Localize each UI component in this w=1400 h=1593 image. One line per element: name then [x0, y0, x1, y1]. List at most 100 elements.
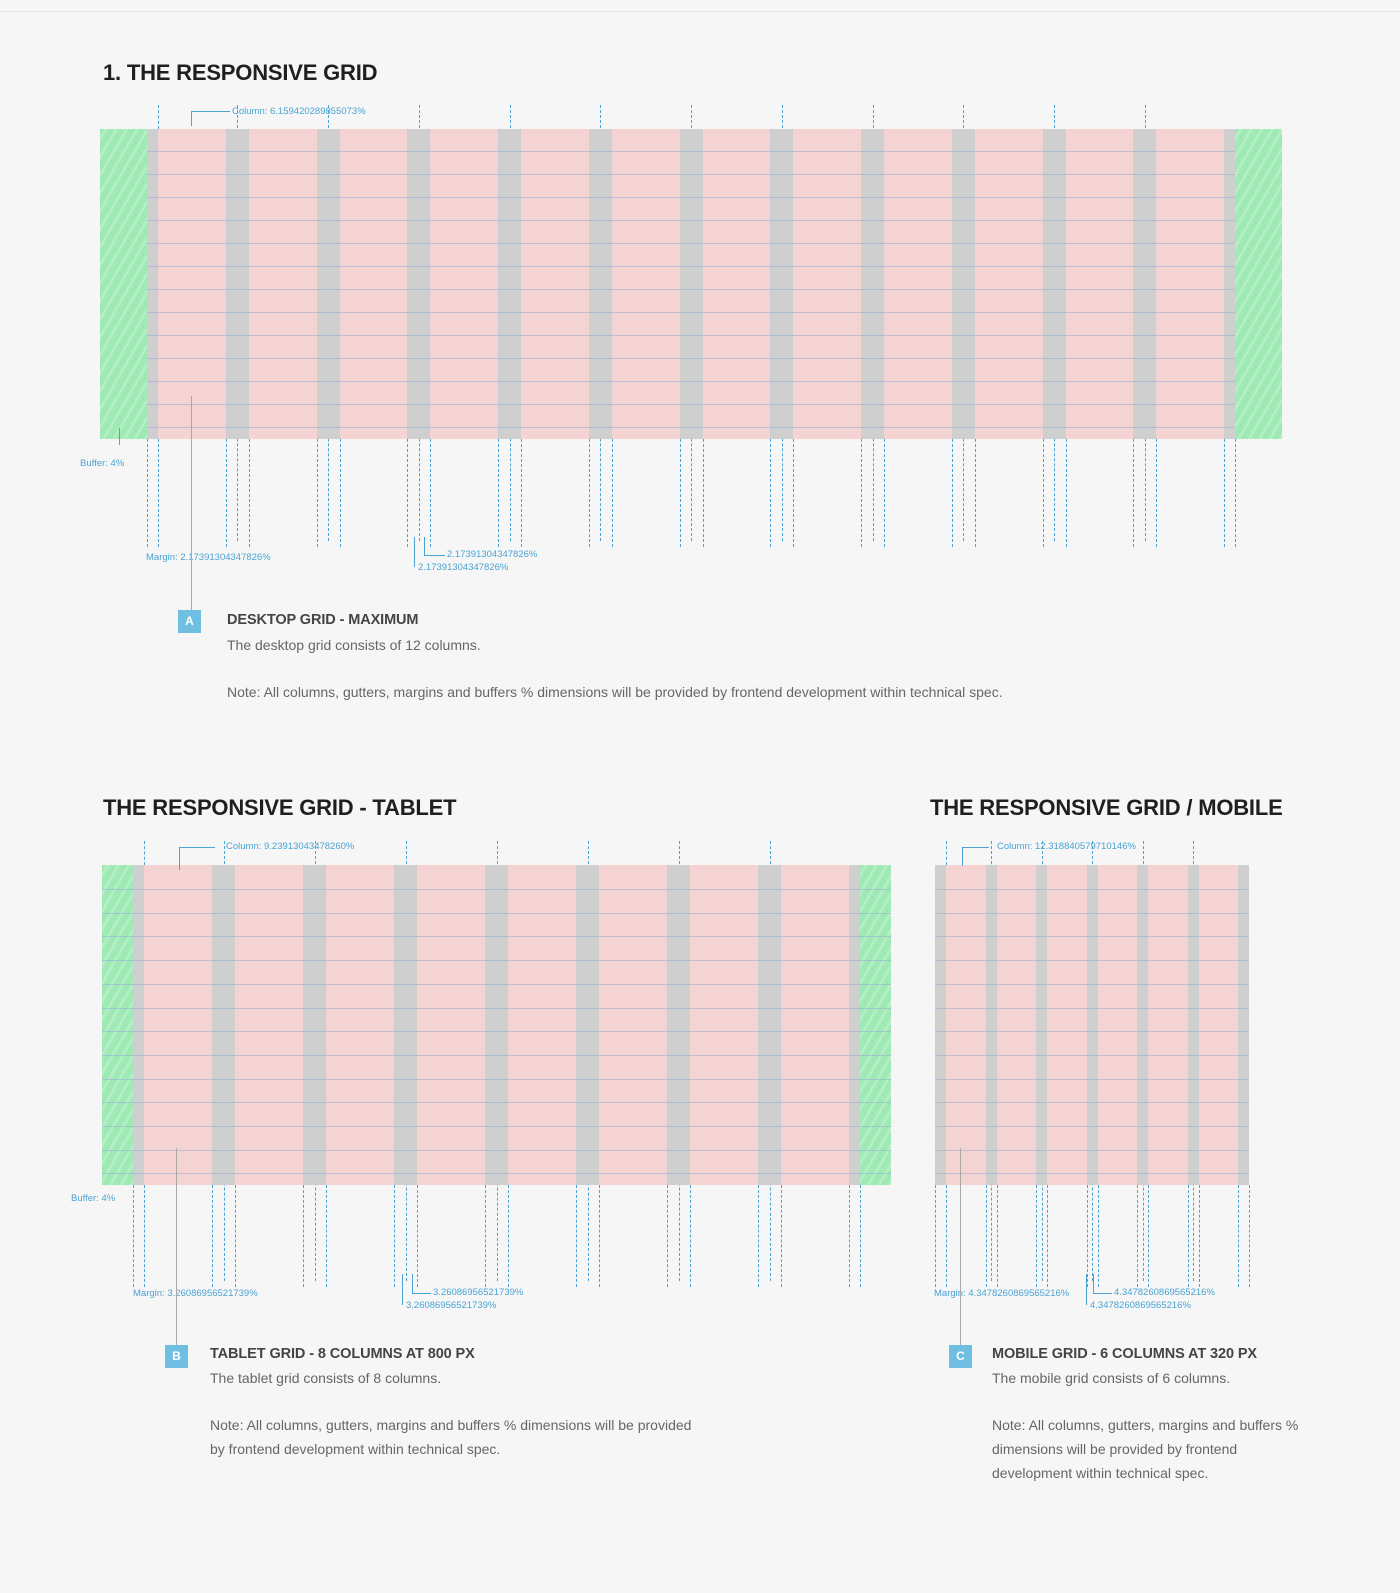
- desktop-leader-line: [191, 396, 192, 611]
- tablet-guide-line: [781, 1185, 782, 1287]
- desktop-section-note: Note: All columns, gutters, margins and …: [227, 684, 1003, 700]
- desktop-baseline: [147, 151, 1235, 152]
- desktop-guide-line: [521, 439, 522, 547]
- desktop-guide-line: [770, 439, 772, 547]
- desktop-baseline: [147, 289, 1235, 290]
- desktop-guide-line: [588, 439, 590, 547]
- mobile-grid-title: THE RESPONSIVE GRID / MOBILE: [930, 795, 1283, 820]
- tablet-grid-title: THE RESPONSIVE GRID - TABLET: [103, 795, 457, 820]
- mobile-baseline: [935, 960, 1249, 962]
- desktop-guide-line: [974, 439, 976, 547]
- tablet-guide-line: [576, 1185, 577, 1287]
- desktop-column-7: [702, 129, 771, 439]
- desktop-column-11: [1065, 129, 1134, 439]
- mobile-section-description: The mobile grid consists of 6 columns.: [992, 1370, 1231, 1386]
- tablet-baseline: [102, 960, 891, 962]
- desktop-section-description: The desktop grid consists of 12 columns.: [227, 637, 481, 653]
- desktop-baseline: [147, 358, 1235, 359]
- mobile-column-5: [1148, 865, 1188, 1185]
- desktop-baseline: [147, 312, 1235, 313]
- desktop-baseline: [147, 381, 1235, 382]
- desktop-column-4: [430, 129, 498, 439]
- mobile-guide-line: [946, 1185, 947, 1287]
- mobile-column-4: [1097, 865, 1137, 1185]
- desktop-guide-line: [1235, 439, 1236, 547]
- mobile-grid-diagram: [935, 865, 1249, 1185]
- mobile-column-bracket: [962, 847, 989, 866]
- desktop-column-8: [793, 129, 861, 439]
- desktop-margin-label: Margin: 2.17391304347826%: [146, 552, 271, 563]
- desktop-guide-line: [430, 439, 432, 547]
- desktop-guide-line: [407, 439, 409, 547]
- desktop-guide-line: [225, 439, 227, 547]
- mobile-guide-line: [1137, 1185, 1138, 1287]
- desktop-gutter-label-b: 2.17391304347826%: [418, 562, 509, 573]
- desktop-buffer-leader: [119, 428, 120, 445]
- desktop-guide-line: [679, 439, 681, 547]
- tablet-column-2: [235, 865, 303, 1185]
- mobile-section-note: Note: All columns, gutters, margins and …: [992, 1417, 1299, 1481]
- desktop-guide-line: [498, 439, 499, 547]
- mobile-leader-line: [960, 1148, 961, 1346]
- mobile-guide-line: [1198, 1185, 1200, 1287]
- desktop-buffer-label: Buffer: 4%: [80, 458, 125, 469]
- mobile-gutter-bracket: [1093, 1274, 1112, 1294]
- desktop-guide-line: [702, 439, 704, 547]
- mobile-guide-line: [935, 1185, 936, 1287]
- desktop-section-heading: DESKTOP GRID - MAXIMUM: [227, 612, 419, 628]
- mobile-baseline: [935, 1007, 1249, 1009]
- tablet-column-5: [508, 865, 576, 1185]
- tablet-buffer-left: [102, 865, 133, 1185]
- desktop-guide-line: [1224, 439, 1225, 547]
- tablet-section-description: The tablet grid consists of 8 columns.: [210, 1370, 442, 1386]
- tablet-guide-line: [485, 1185, 486, 1287]
- desktop-guide-line: [611, 439, 613, 547]
- tablet-margin-label: Margin: 3.26086956521739%: [133, 1288, 258, 1299]
- tablet-guide-line: [394, 1185, 395, 1287]
- tablet-gutter-bracket: [412, 1274, 431, 1294]
- mobile-guide-line: [996, 1185, 998, 1287]
- tablet-baseline: [102, 1054, 891, 1056]
- desktop-grid-diagram: [100, 129, 1282, 439]
- desktop-guide-line: [316, 439, 318, 547]
- desktop-guide-line: [793, 439, 795, 547]
- tablet-gutter-label-a: 3.26086956521739%: [433, 1287, 524, 1298]
- mobile-margin-guide: [946, 841, 947, 865]
- desktop-guide-line: [158, 439, 159, 547]
- tablet-column-4: [417, 865, 485, 1185]
- desktop-baseline: [147, 220, 1235, 221]
- desktop-column-12: [1156, 129, 1224, 439]
- desktop-column-1: [158, 129, 226, 439]
- tablet-guide-line: [667, 1185, 668, 1287]
- mobile-baseline: [935, 1102, 1249, 1104]
- mobile-column-1: [946, 865, 986, 1185]
- desktop-guide-line: [248, 439, 250, 547]
- tablet-baseline: [102, 1078, 891, 1080]
- tablet-buffer-right: [860, 865, 891, 1185]
- mobile-column-2: [996, 865, 1036, 1185]
- desktop-column-3: [339, 129, 408, 439]
- mobile-section-heading: MOBILE GRID - 6 COLUMNS AT 320 PX: [992, 1346, 1257, 1362]
- tablet-column-label: Column: 9.23913043478260%: [226, 841, 355, 852]
- tablet-baseline: [102, 1031, 891, 1033]
- tablet-guide-line: [303, 1185, 304, 1287]
- desktop-guide-line: [1133, 439, 1135, 547]
- tablet-gutter-label-b: 3.26086956521739%: [406, 1300, 497, 1311]
- desktop-guide-line: [147, 439, 148, 547]
- tablet-grid-diagram: [102, 865, 891, 1185]
- tablet-baseline: [102, 936, 891, 938]
- desktop-baseline: [147, 427, 1235, 428]
- tablet-section-heading: TABLET GRID - 8 COLUMNS AT 800 PX: [210, 1346, 475, 1362]
- desktop-column-label: Column: 6.159420289855073%: [232, 106, 366, 117]
- tablet-leader-line: [176, 1148, 177, 1346]
- desktop-margin-guide: [158, 105, 159, 129]
- tablet-guide-line: [326, 1185, 327, 1287]
- mobile-baseline: [935, 1126, 1249, 1127]
- desktop-buffer-right: [1235, 129, 1282, 439]
- tablet-baseline: [102, 1007, 891, 1009]
- desktop-column-6: [611, 129, 680, 439]
- mobile-column-label: Column: 12.318840579710146%: [997, 841, 1136, 852]
- desktop-guide-line: [339, 439, 341, 547]
- tablet-baseline: [102, 1149, 891, 1151]
- desktop-baseline: [147, 243, 1235, 244]
